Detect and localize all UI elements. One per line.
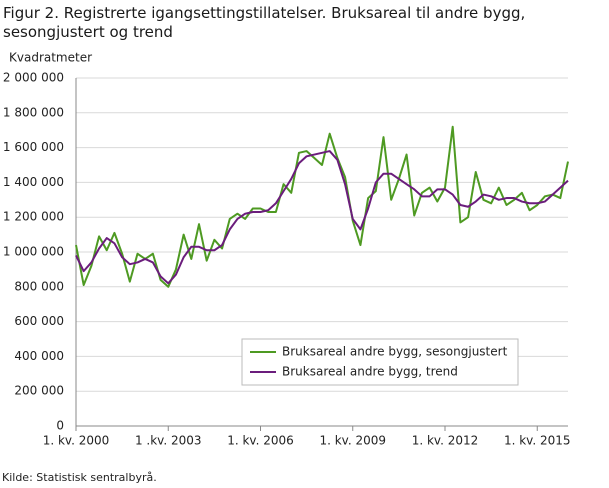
x-tick-label: 1. kv. 2000 [43,434,110,448]
x-tick-label: 1 .kv. 2003 [135,434,202,448]
legend-box [241,338,519,386]
series-line [75,150,569,285]
y-tick-label: 600 000 [14,314,64,328]
y-tick-label: 1 800 000 [3,105,64,119]
y-tick-label: 400 000 [14,349,64,363]
legend-label: Bruksareal andre bygg, sesongjustert [282,345,508,359]
y-tick-label: 800 000 [14,279,64,293]
x-tick-label: 1. kv. 2015 [504,434,571,448]
y-axis-label: Kvadratmeter [9,51,92,65]
source: Kilde: Statistisk sentralbyrå. [2,471,157,484]
y-tick-label: 200 000 [14,384,64,398]
y-tick-label: 1 000 000 [3,245,64,259]
legend-label: Bruksareal andre bygg, trend [282,365,458,379]
y-tick-label: 1 400 000 [3,175,64,189]
y-tick-label: 2 000 000 [3,71,64,85]
series-line [75,125,569,288]
x-tick-label: 1. kv. 2006 [227,434,294,448]
chart-title: Figur 2. Registrerte igangsettingstillat… [3,4,526,41]
y-tick-label: 1 200 000 [3,210,64,224]
x-tick-label: 1. kv. 2012 [412,434,479,448]
legend: Bruksareal andre bygg, sesongjustert Bruk… [241,338,519,386]
y-tick-label: 0 [56,419,64,433]
y-tick-label: 1 600 000 [3,140,64,154]
x-tick-label: 1. kv. 2009 [319,434,386,448]
